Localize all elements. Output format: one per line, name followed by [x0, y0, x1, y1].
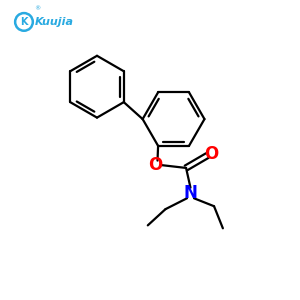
Text: ®: ®: [34, 7, 41, 12]
Text: K: K: [20, 17, 28, 27]
Text: Kuujia: Kuujia: [35, 17, 74, 27]
Text: O: O: [205, 145, 219, 163]
Text: N: N: [184, 184, 197, 202]
Text: O: O: [148, 156, 162, 174]
